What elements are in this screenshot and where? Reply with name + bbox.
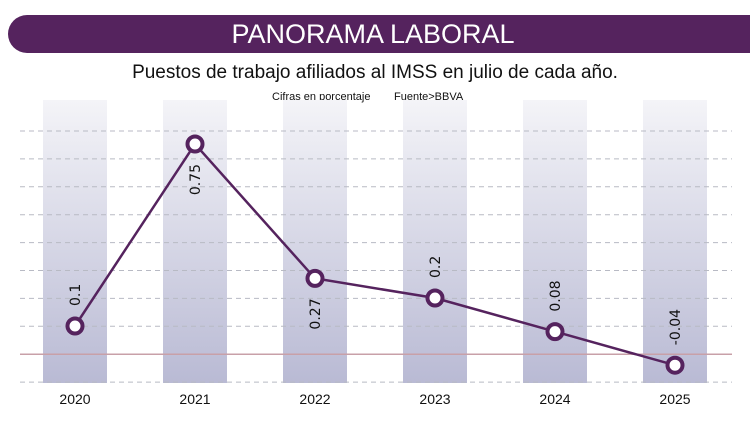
x-tick-label: 2023 — [419, 391, 450, 407]
series-line — [73, 141, 676, 367]
data-label: -0.04 — [668, 309, 684, 345]
data-label: 0.27 — [308, 298, 324, 329]
data-point — [665, 355, 685, 375]
column-band — [403, 100, 467, 383]
data-point — [425, 288, 445, 308]
chart-title: Puestos de trabajo afiliados al IMSS en … — [132, 62, 618, 83]
data-point — [305, 268, 325, 288]
column-band — [283, 100, 347, 383]
x-tick-label: 2024 — [539, 391, 570, 407]
column-band — [43, 100, 107, 383]
x-tick-label: 2022 — [299, 391, 330, 407]
data-label: 0.1 — [68, 284, 84, 306]
title-banner: PANORAMA LABORAL — [8, 15, 750, 53]
data-label: 0.2 — [428, 256, 444, 278]
x-tick-label: 2021 — [179, 391, 210, 407]
data-label: 0.08 — [548, 280, 564, 311]
x-tick-label: 2025 — [659, 391, 690, 407]
data-point — [185, 134, 205, 154]
x-tick-label: 2020 — [59, 391, 90, 407]
data-point — [65, 316, 85, 336]
banner-title: PANORAMA LABORAL — [231, 19, 515, 49]
data-point — [545, 322, 565, 342]
data-label: 0.75 — [188, 164, 204, 195]
column-band — [643, 100, 707, 383]
